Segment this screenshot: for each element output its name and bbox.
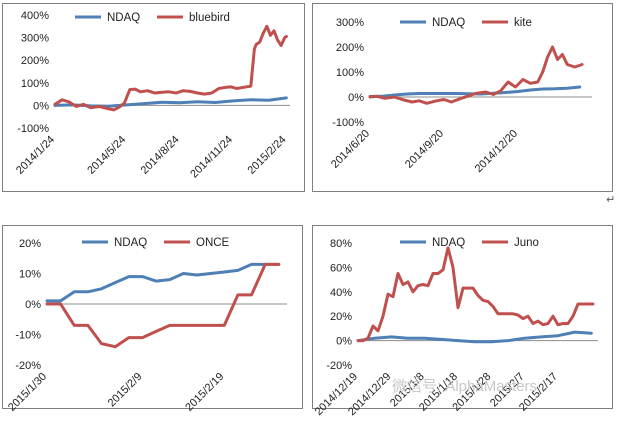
- y-tick-label: 200%: [21, 55, 49, 67]
- y-tick-label: 40%: [330, 287, 352, 299]
- y-tick-label: -100%: [17, 123, 49, 135]
- y-tick-label: 0%: [25, 299, 41, 311]
- y-tick-label: 20%: [19, 238, 41, 250]
- legend-label: ONCE: [196, 237, 230, 249]
- y-tick-label: 0%: [348, 92, 364, 104]
- y-tick-label: 80%: [330, 238, 352, 250]
- y-tick-label: -20%: [15, 360, 41, 372]
- y-tick-label: 200%: [336, 42, 364, 54]
- paragraph-mark: ↵: [606, 194, 615, 206]
- y-tick-label: 0%: [336, 336, 352, 348]
- panel-frame: [2, 225, 303, 409]
- series-line-ndaq: [45, 262, 281, 303]
- series-line-ndaq: [356, 330, 593, 344]
- legend-label: NDAQ: [107, 12, 140, 24]
- chart-panel-kite: -100%0%100%200%300%2014/6/20 2014/9/20 201…: [312, 3, 613, 192]
- y-tick-label: 100%: [336, 67, 364, 79]
- legend-label: kite: [514, 17, 532, 29]
- legend-label: NDAQ: [432, 17, 465, 29]
- y-tick-label: 20%: [330, 311, 352, 323]
- series-line-once: [45, 262, 281, 349]
- panel-frame: [312, 225, 613, 409]
- chart-panel-once: -20%-10%0%10%20%2015/1/30 2015/2/9 2015/2/…: [2, 225, 303, 414]
- series-line-kite: [368, 45, 584, 105]
- y-tick-label: 0%: [33, 100, 49, 112]
- y-tick-label: 60%: [330, 262, 352, 274]
- y-tick-label: 300%: [336, 17, 364, 29]
- y-tick-label: -100%: [332, 117, 364, 129]
- series-line-bluebird: [53, 24, 288, 112]
- watermark-text: 微信号: AlphaMasters: [392, 378, 537, 395]
- chart-panel-bluebird: -100%0%100%200%300%400%2014/1/24 2014/5/2…: [2, 3, 305, 192]
- y-tick-label: 300%: [21, 33, 49, 45]
- y-tick-label: -20%: [326, 360, 352, 372]
- y-tick-label: 10%: [19, 269, 41, 281]
- legend-label: Juno: [514, 237, 539, 249]
- y-tick-label: 400%: [21, 10, 49, 22]
- y-tick-label: 100%: [21, 78, 49, 90]
- series-line-juno: [356, 246, 595, 343]
- chart-panel-juno: -20%0%20%40%60%80%2014/12/192014/12/2920…: [312, 225, 613, 418]
- legend-label: bluebird: [189, 12, 230, 24]
- legend-label: NDAQ: [114, 237, 147, 249]
- panel-frame: [2, 3, 305, 192]
- legend-label: NDAQ: [432, 237, 465, 249]
- y-tick-label: -10%: [15, 330, 41, 342]
